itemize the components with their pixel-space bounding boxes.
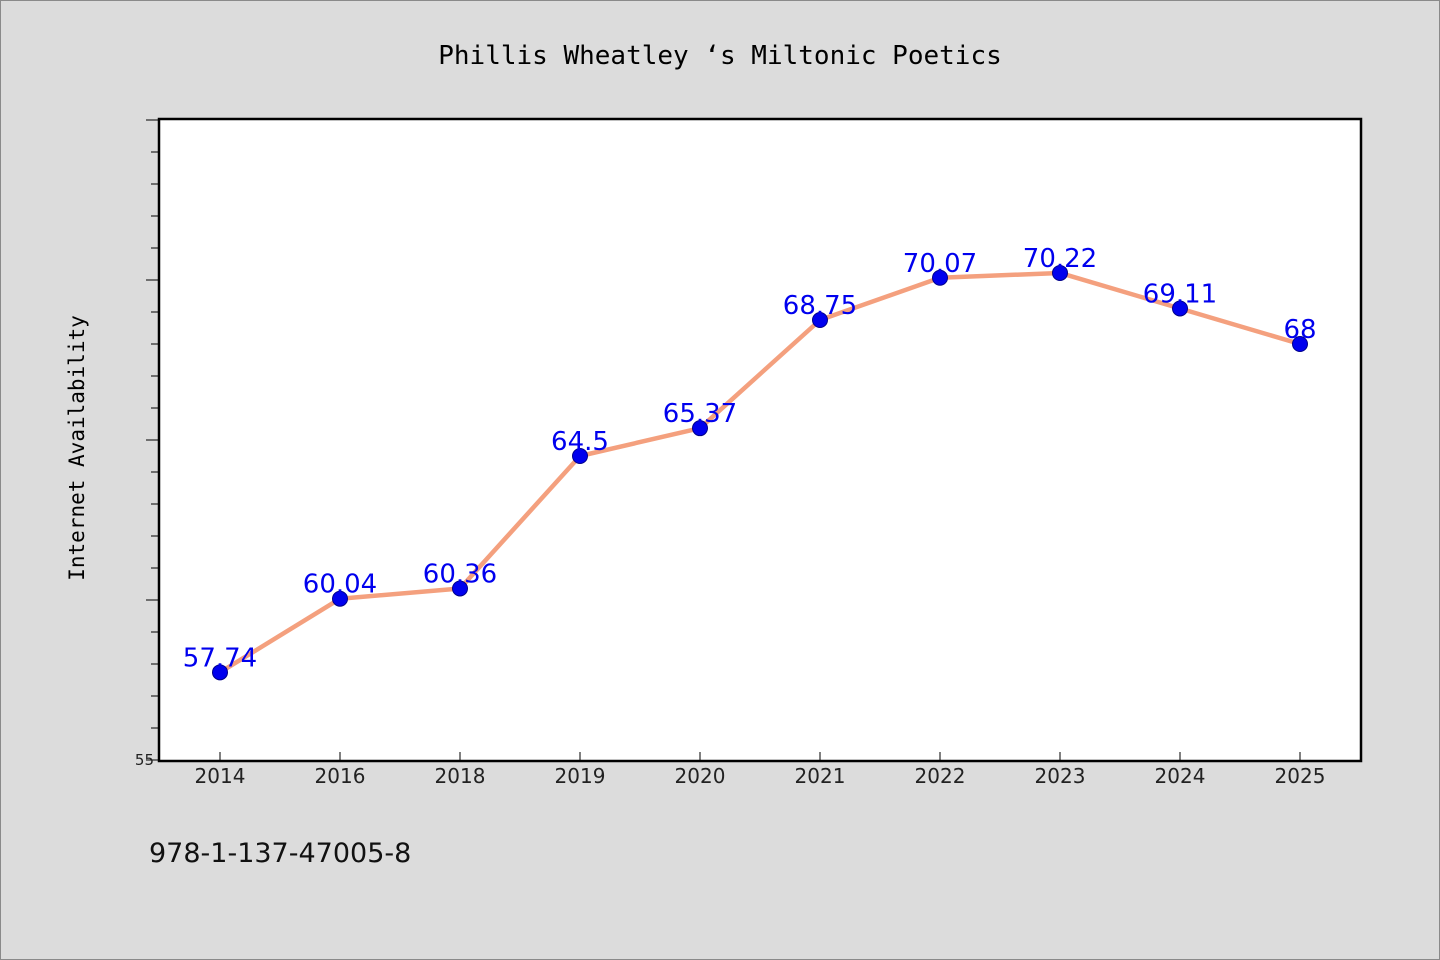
data-label: 60.36 <box>423 559 497 589</box>
data-point <box>1172 300 1188 317</box>
data-point <box>1052 264 1068 281</box>
data-labels-group: 57.74 60.04 60.36 64.5 65.37 68.75 70.07 70.22 6… <box>183 244 1317 673</box>
isbn-annotation: 978-1-137-47005-8 <box>149 838 411 869</box>
data-point <box>332 590 348 607</box>
x-tick-label: 2022 <box>915 764 966 788</box>
x-tick-label: 2018 <box>435 764 486 788</box>
x-tick-label: 2019 <box>555 764 606 788</box>
data-label: 68 <box>1283 315 1316 345</box>
x-tick-label: 2021 <box>795 764 846 788</box>
chart-title: Phillis Wheatley ‘s Miltonic Poetics <box>438 41 1002 71</box>
data-label: 68.75 <box>783 291 857 321</box>
data-point <box>1292 336 1308 352</box>
x-axis-ticks: 2014 2016 2018 2019 2020 2021 2022 2023 2024 2025 <box>195 752 1326 788</box>
x-tick-label: 2016 <box>315 764 366 788</box>
x-tick-label: 2020 <box>675 764 726 788</box>
plot-area <box>157 117 1363 763</box>
y-tick-label: 55 <box>135 751 154 769</box>
data-point <box>572 448 588 464</box>
y-axis-ticks: 55 <box>135 119 160 769</box>
data-label: 57.74 <box>183 643 257 673</box>
data-label: 60.04 <box>303 570 377 600</box>
series-points-group <box>212 264 1308 681</box>
data-point <box>692 420 708 437</box>
x-tick-label: 2024 <box>1155 764 1206 788</box>
series-line <box>217 270 1303 675</box>
data-label: 70.22 <box>1023 244 1097 274</box>
data-label: 65.37 <box>663 399 737 429</box>
data-label: 70.07 <box>903 249 977 279</box>
series-line-group <box>217 270 1303 675</box>
data-point <box>932 269 948 286</box>
data-label: 69.11 <box>1143 279 1217 309</box>
data-point <box>812 312 828 328</box>
data-label: 64.5 <box>551 427 609 457</box>
data-point <box>212 664 228 681</box>
x-tick-label: 2023 <box>1035 764 1086 788</box>
x-tick-label: 2025 <box>1275 764 1326 788</box>
data-point <box>452 580 468 597</box>
y-axis-label: Internet Availability <box>65 315 89 581</box>
x-tick-label: 2014 <box>195 764 246 788</box>
